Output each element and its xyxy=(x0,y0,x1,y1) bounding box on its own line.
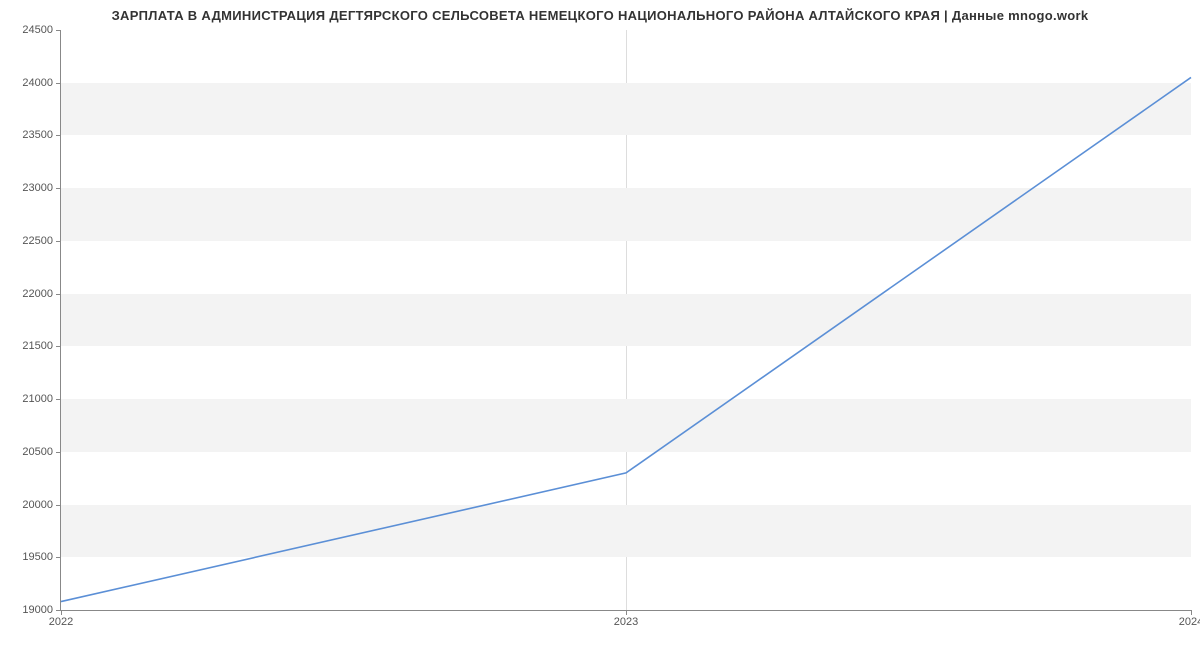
y-tick-mark xyxy=(56,557,61,558)
y-tick-mark xyxy=(56,188,61,189)
x-tick-label: 2023 xyxy=(614,616,638,628)
x-tick-label: 2022 xyxy=(49,616,73,628)
y-tick-label: 23000 xyxy=(22,182,53,194)
y-tick-label: 19500 xyxy=(22,551,53,563)
y-tick-mark xyxy=(56,294,61,295)
plot-area: 1900019500200002050021000215002200022500… xyxy=(60,30,1191,611)
y-tick-label: 23500 xyxy=(22,129,53,141)
y-tick-mark xyxy=(56,135,61,136)
y-tick-mark xyxy=(56,241,61,242)
y-tick-mark xyxy=(56,346,61,347)
y-tick-label: 22500 xyxy=(22,235,53,247)
y-tick-label: 21000 xyxy=(22,393,53,405)
x-tick-label: 2024 xyxy=(1179,616,1200,628)
x-tick-mark xyxy=(1191,610,1192,615)
x-tick-mark xyxy=(61,610,62,615)
y-tick-label: 24000 xyxy=(22,77,53,89)
y-tick-mark xyxy=(56,30,61,31)
y-tick-label: 24500 xyxy=(22,24,53,36)
y-tick-mark xyxy=(56,83,61,84)
y-tick-mark xyxy=(56,505,61,506)
y-tick-label: 20500 xyxy=(22,446,53,458)
chart-title: ЗАРПЛАТА В АДМИНИСТРАЦИЯ ДЕГТЯРСКОГО СЕЛ… xyxy=(0,8,1200,23)
y-tick-label: 19000 xyxy=(22,604,53,616)
y-tick-mark xyxy=(56,399,61,400)
y-tick-label: 22000 xyxy=(22,288,53,300)
y-tick-label: 21500 xyxy=(22,340,53,352)
line-series xyxy=(61,30,1191,610)
y-tick-mark xyxy=(56,452,61,453)
y-tick-label: 20000 xyxy=(22,499,53,511)
salary-chart: ЗАРПЛАТА В АДМИНИСТРАЦИЯ ДЕГТЯРСКОГО СЕЛ… xyxy=(0,0,1200,650)
x-tick-mark xyxy=(626,610,627,615)
